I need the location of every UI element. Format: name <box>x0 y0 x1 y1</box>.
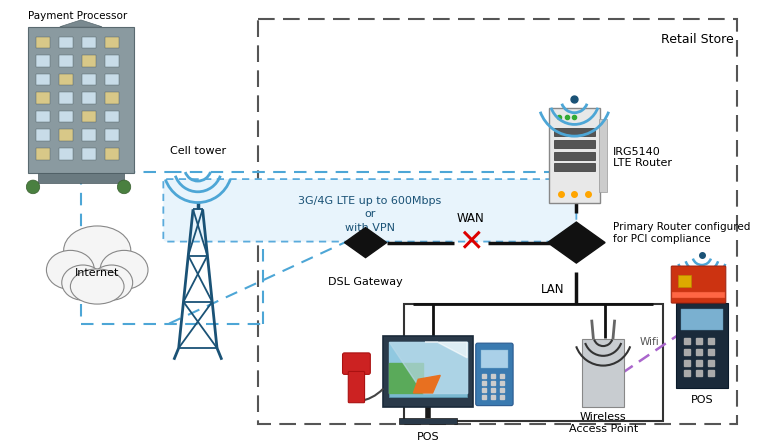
Ellipse shape <box>61 265 104 300</box>
Bar <box>36 36 51 48</box>
Bar <box>404 304 663 421</box>
Bar <box>36 148 51 159</box>
Bar <box>59 92 73 104</box>
Bar <box>36 74 51 85</box>
Polygon shape <box>388 363 423 393</box>
FancyBboxPatch shape <box>28 27 134 173</box>
FancyBboxPatch shape <box>582 339 624 407</box>
Bar <box>105 55 119 67</box>
Bar <box>38 173 124 183</box>
Polygon shape <box>344 227 387 258</box>
Text: Primary Router configured
for PCI compliance: Primary Router configured for PCI compli… <box>613 222 750 244</box>
Bar <box>82 36 96 48</box>
Text: Payment Processor: Payment Processor <box>28 11 127 21</box>
FancyBboxPatch shape <box>671 266 726 303</box>
Ellipse shape <box>71 269 124 304</box>
Text: with VPN: with VPN <box>345 223 395 233</box>
Bar <box>554 128 594 136</box>
Ellipse shape <box>90 265 133 300</box>
Bar <box>59 74 73 85</box>
Bar <box>36 92 51 104</box>
Polygon shape <box>548 222 605 263</box>
Bar <box>82 129 96 141</box>
FancyBboxPatch shape <box>383 336 473 407</box>
Text: LAN: LAN <box>541 283 564 296</box>
Text: ✕: ✕ <box>458 228 484 257</box>
FancyBboxPatch shape <box>676 303 728 388</box>
Bar <box>105 111 119 123</box>
FancyBboxPatch shape <box>549 108 601 202</box>
Text: Retail Store: Retail Store <box>660 33 733 46</box>
Bar <box>105 36 119 48</box>
Bar <box>105 92 119 104</box>
Polygon shape <box>60 20 102 27</box>
Circle shape <box>26 180 40 194</box>
Polygon shape <box>413 375 441 393</box>
Bar <box>82 111 96 123</box>
Circle shape <box>117 180 131 194</box>
Text: POS: POS <box>691 395 713 405</box>
Text: WAN: WAN <box>457 212 485 225</box>
FancyBboxPatch shape <box>163 179 577 242</box>
Bar <box>82 148 96 159</box>
Text: Wireless
Access Point: Wireless Access Point <box>569 412 638 434</box>
Bar <box>672 292 725 298</box>
Bar <box>105 129 119 141</box>
Text: POS: POS <box>416 432 439 442</box>
Bar <box>599 119 607 192</box>
Bar <box>554 140 594 148</box>
Text: IRG5140
LTE Router: IRG5140 LTE Router <box>613 147 672 168</box>
Polygon shape <box>388 342 467 393</box>
FancyBboxPatch shape <box>343 353 371 374</box>
Bar <box>399 418 457 424</box>
Bar <box>82 92 96 104</box>
Text: Internet: Internet <box>75 268 120 278</box>
Bar <box>82 74 96 85</box>
Bar <box>105 148 119 159</box>
Ellipse shape <box>100 250 148 289</box>
Polygon shape <box>425 342 467 358</box>
Bar <box>59 36 73 48</box>
Bar <box>36 55 51 67</box>
Bar <box>36 129 51 141</box>
Bar <box>82 55 96 67</box>
Bar <box>59 111 73 123</box>
FancyBboxPatch shape <box>348 372 364 403</box>
Text: 3G/4G LTE up to 600Mbps: 3G/4G LTE up to 600Mbps <box>298 196 441 206</box>
Bar <box>105 74 119 85</box>
Ellipse shape <box>64 226 131 275</box>
Bar <box>258 19 737 424</box>
Text: Cell tower: Cell tower <box>169 146 226 156</box>
Bar <box>480 350 508 368</box>
Bar <box>681 309 723 330</box>
Bar <box>59 148 73 159</box>
Bar <box>554 152 594 159</box>
Bar <box>388 342 467 397</box>
Bar <box>554 163 594 171</box>
Bar <box>59 55 73 67</box>
FancyBboxPatch shape <box>476 343 513 406</box>
Polygon shape <box>388 342 467 393</box>
Bar <box>678 275 692 286</box>
Text: Wifi: Wifi <box>639 337 660 347</box>
Text: DSL Gateway: DSL Gateway <box>328 277 403 287</box>
Bar <box>59 129 73 141</box>
Text: or: or <box>364 210 375 219</box>
Bar <box>36 111 51 123</box>
Ellipse shape <box>47 250 94 289</box>
